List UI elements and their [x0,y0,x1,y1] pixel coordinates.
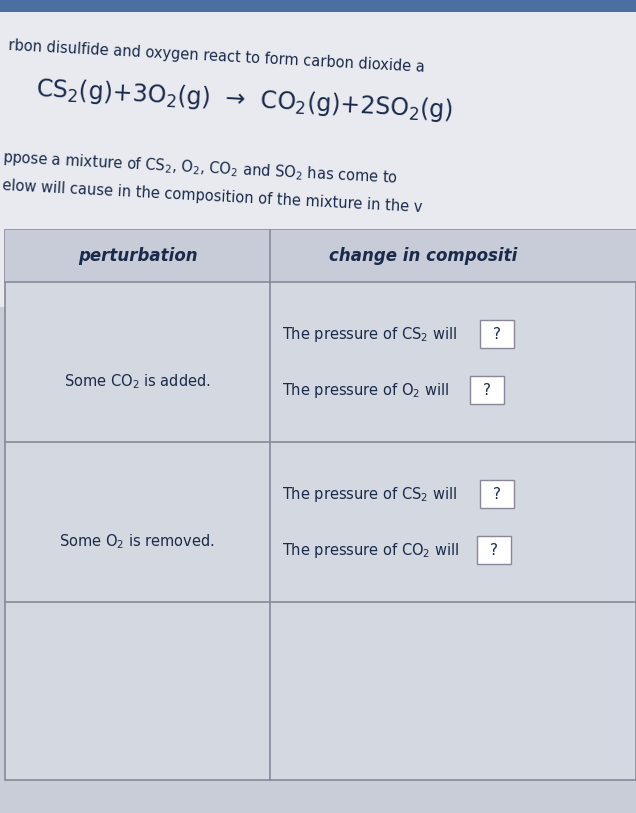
Bar [5,230,636,282]
Bar [470,376,504,404]
Text: The pressure of O$_2$ will: The pressure of O$_2$ will [282,380,449,399]
Text: change in compositi: change in compositi [329,247,517,265]
Text: elow will cause in the composition of the mixture in the v: elow will cause in the composition of th… [2,178,423,215]
Text: The pressure of CO$_2$ will: The pressure of CO$_2$ will [282,541,459,559]
Text: ppose a mixture of CS$_2$, O$_2$, CO$_2$ and SO$_2$ has come to: ppose a mixture of CS$_2$, O$_2$, CO$_2$… [2,148,399,188]
Text: The pressure of CS$_2$ will: The pressure of CS$_2$ will [282,485,457,503]
Bar [477,536,511,564]
Text: Some O$_2$ is removed.: Some O$_2$ is removed. [60,533,216,551]
Bar [480,320,514,348]
Text: The pressure of CS$_2$ will: The pressure of CS$_2$ will [282,324,457,344]
Text: Some CO$_2$ is added.: Some CO$_2$ is added. [64,372,211,391]
Text: ?: ? [490,542,498,558]
Bar [480,480,514,508]
Bar [0,12,636,307]
Bar [0,0,636,12]
Text: ?: ? [483,382,491,398]
Text: perturbation: perturbation [78,247,197,265]
Text: ?: ? [493,486,501,502]
Text: ?: ? [493,327,501,341]
Text: rbon disulfide and oxygen react to form carbon dioxide a: rbon disulfide and oxygen react to form … [8,38,425,75]
Text: CS$_2$(g)+3O$_2$(g)  →  CO$_2$(g)+2SO$_2$(g): CS$_2$(g)+3O$_2$(g) → CO$_2$(g)+2SO$_2$(… [35,75,453,125]
Bar [5,230,636,780]
